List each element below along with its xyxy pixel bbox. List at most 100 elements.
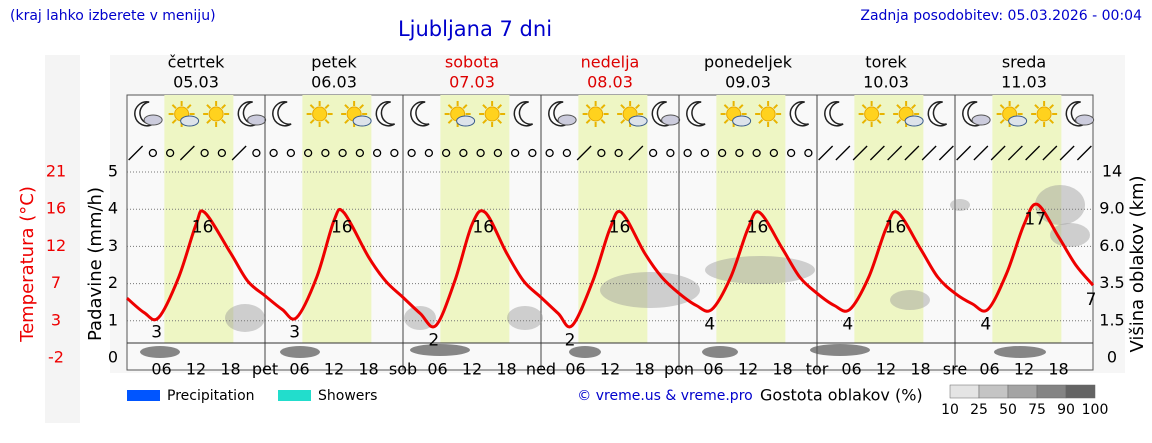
day-date: 11.03 xyxy=(1001,73,1047,92)
cloud xyxy=(456,115,476,127)
wind-calm xyxy=(493,148,503,158)
moon xyxy=(272,101,292,127)
sun-ray xyxy=(585,118,591,124)
sun-ray xyxy=(758,104,764,110)
sun-icon xyxy=(893,101,924,127)
temperature-tick-label: 16 xyxy=(46,199,66,218)
cloud-density xyxy=(225,304,265,332)
cloud-density xyxy=(890,290,930,310)
day-date: 10.03 xyxy=(863,73,909,92)
sun-ray xyxy=(221,118,227,124)
sun-ray xyxy=(309,118,315,124)
x-tick-label: 06 xyxy=(151,360,171,379)
y-tick-label: 2 xyxy=(108,273,118,292)
cloud xyxy=(971,114,991,126)
wind-calm xyxy=(700,148,710,158)
wind-barb xyxy=(990,145,1006,161)
wind-barb xyxy=(1042,145,1058,161)
sun xyxy=(1036,106,1052,122)
temperature-label: 3 xyxy=(289,323,300,343)
temperature-label: 16 xyxy=(609,217,631,237)
sun-ray xyxy=(600,118,606,124)
wind-barb xyxy=(1076,145,1092,161)
sun-ray xyxy=(738,104,744,110)
temperature-tick-label: 21 xyxy=(46,162,66,181)
wind-calm xyxy=(390,148,399,158)
temperature-label: 16 xyxy=(747,217,769,237)
x-tick-label: 12 xyxy=(738,360,758,379)
wind-calm xyxy=(510,148,520,158)
x-tick-label: sob xyxy=(389,360,417,379)
y2-tick-label: 6.0 xyxy=(1099,236,1124,255)
temperature-label: 17 xyxy=(1024,209,1046,229)
x-tick-label: pon xyxy=(664,360,694,379)
wind-calm xyxy=(597,148,606,158)
temperature-tick-label: 3 xyxy=(51,310,61,329)
wind-calm xyxy=(528,148,537,158)
temperature-tick-label: 7 xyxy=(51,273,61,292)
wind-barb xyxy=(956,145,972,161)
wind-calm xyxy=(614,148,623,158)
cloud xyxy=(180,115,200,127)
wind-calm xyxy=(407,148,416,158)
x-tick-label: 06 xyxy=(289,360,309,379)
sun-ray xyxy=(876,104,882,110)
temperature-label: 7 xyxy=(1086,290,1097,310)
low-cloud xyxy=(280,346,320,358)
temperature-label: 16 xyxy=(331,217,353,237)
x-tick-label: 12 xyxy=(1014,360,1034,379)
sun-ray xyxy=(221,104,227,110)
sun-icon xyxy=(306,101,333,127)
daylight-band xyxy=(302,95,372,343)
low-cloud xyxy=(702,346,738,358)
legend-label: Showers xyxy=(318,388,377,404)
wind-calm xyxy=(355,148,365,158)
wind-calm xyxy=(648,148,658,158)
sun-ray xyxy=(896,104,902,110)
density-swatch xyxy=(1036,384,1067,399)
density-level: 50 xyxy=(999,402,1017,418)
cloud-density xyxy=(507,306,543,330)
temperature-label: 4 xyxy=(704,314,715,334)
wind-barb xyxy=(835,145,851,161)
sun-ray xyxy=(861,104,867,110)
sun xyxy=(760,106,776,122)
temperature-label: 3 xyxy=(151,323,162,343)
wind-barb xyxy=(1059,145,1075,161)
wind-barb xyxy=(231,145,247,161)
sun-icon xyxy=(720,101,752,127)
wind-calm xyxy=(252,148,261,158)
x-tick-label: tor xyxy=(806,360,829,379)
low-cloud xyxy=(569,346,601,358)
sun-icon xyxy=(858,101,885,127)
sun-icon xyxy=(617,101,648,127)
wind-barb xyxy=(904,145,920,161)
sun-icon xyxy=(341,101,372,127)
temperature-label: 4 xyxy=(980,314,991,334)
x-tick-label: 18 xyxy=(910,360,930,379)
sun xyxy=(864,106,880,122)
cloud xyxy=(352,115,372,127)
sun-icon xyxy=(582,101,609,127)
sun xyxy=(484,106,500,122)
wind-barb xyxy=(576,145,592,161)
low-cloud xyxy=(140,346,180,358)
sun-icon xyxy=(203,101,230,127)
day-date: 06.03 xyxy=(311,73,357,92)
wind-calm xyxy=(269,148,278,158)
temperature-tick-label: -2 xyxy=(48,348,64,367)
wind-barb xyxy=(869,145,885,161)
density-level: 100 xyxy=(1082,402,1109,418)
sun-ray xyxy=(482,104,488,110)
day-date: 07.03 xyxy=(449,73,495,92)
sun-ray xyxy=(585,104,591,110)
chart-title: Ljubljana 7 dni xyxy=(398,17,552,41)
wind-calm xyxy=(476,148,485,158)
moon xyxy=(513,101,534,127)
cloud xyxy=(1075,114,1095,126)
wind-barb xyxy=(973,145,989,161)
x-tick-label: 18 xyxy=(358,360,378,379)
wind-calm xyxy=(321,148,330,158)
